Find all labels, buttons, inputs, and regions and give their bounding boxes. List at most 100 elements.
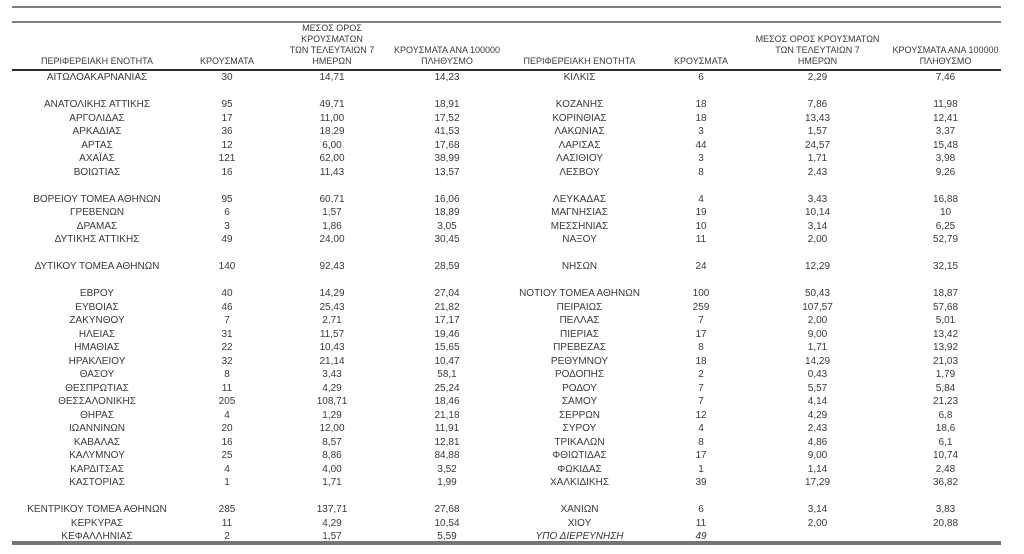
region-cell: ΚΙΛΚΙΣ (563, 72, 596, 83)
table-row: ΚΑΣΤΟΡΙΑΣ 1 1,71 1,99 ΧΑΛΚΙΔΙΚΗΣ 39 17,29 36,82 (12, 476, 1001, 490)
cases-cell: 4 (698, 193, 704, 205)
avg7day-cell: 1,86 (322, 220, 342, 232)
per100k-cell: 15,65 (434, 342, 460, 353)
region-cell (502, 179, 657, 193)
region-cell: ΚΑΣΤΟΡΙΑΣ (69, 477, 125, 488)
per100k-cell: 17,52 (434, 112, 460, 124)
col-header-per100k-left: ΚΡΟΥΣΜΑΤΑ ΑΝΑ 100000 ΠΛΗΘΥΣΜΟ (392, 23, 502, 71)
per100k-cell: 3,37 (935, 126, 956, 137)
avg7day-cell: 14,29 (804, 355, 831, 367)
per100k-cell: 84,88 (434, 450, 460, 461)
avg7day-cell (272, 179, 392, 193)
bottom-divider (12, 541, 1001, 545)
per100k-cell: 17,17 (434, 315, 460, 326)
per100k-cell: 14,23 (434, 72, 460, 83)
per100k-cell: 3,05 (437, 220, 457, 232)
table-row: ΚΕΦΑΛΛΗΝΙΑΣ 2 1,57 5,59 ΥΠΟ ΔΙΕΡΕΥΝΗΣΗ 49 (12, 530, 1001, 544)
per100k-cell: 18,91 (434, 99, 460, 110)
region-cell: ΚΕΡΚΥΡΑΣ (70, 517, 124, 529)
cases-cell (657, 85, 745, 99)
avg7day-cell (745, 274, 890, 288)
avg7day-cell: 9,00 (807, 328, 828, 340)
per100k-cell: 3,98 (935, 153, 956, 164)
cases-cell: 18 (695, 355, 707, 367)
table-row: ΚΑΡΔΙΤΣΑΣ 4 4,00 3,52 ΦΩΚΙΔΑΣ 1 1,14 2,48 (12, 463, 1001, 477)
per100k-cell: 57,68 (932, 301, 959, 313)
table-row: ΑΡΚΑΔΙΑΣ 36 18,29 41,53 ΛΑΚΩΝΙΑΣ 3 1,57 3,37 (12, 125, 1001, 139)
region-cell (502, 490, 657, 504)
region-cell: ΛΑΡΙΣΑΣ (558, 139, 601, 151)
cases-cell: 11 (221, 517, 233, 529)
cases-cell: 3 (224, 220, 230, 232)
cases-cell: 17 (695, 450, 707, 461)
region-cell: ΘΗΡΑΣ (80, 409, 114, 421)
per100k-cell (392, 247, 502, 261)
col-header-region-right: ΠΕΡΙΦΕΡΕΙΑΚΗ ΕΝΟΤΗΤΑ (502, 23, 657, 71)
region-cell: ΑΧΑΪΑΣ (79, 153, 115, 164)
per100k-cell: 1,99 (437, 477, 457, 488)
region-cell: ΚΟΡΙΝΘΙΑΣ (552, 112, 607, 124)
region-cell: ΠΕΙΡΑΙΩΣ (556, 301, 603, 313)
avg7day-cell: 4,00 (322, 463, 342, 475)
region-cell: ΝΑΞΟΥ (562, 234, 597, 245)
avg7day-cell: 1,57 (807, 126, 828, 137)
avg7day-cell: 24,00 (319, 234, 345, 245)
cases-cell: 39 (695, 477, 707, 488)
per100k-cell: 18,46 (434, 396, 460, 407)
region-cell: ΖΑΚΥΝΘΟΥ (69, 315, 125, 326)
region-cell (12, 85, 182, 99)
avg7day-cell: 1,71 (807, 153, 828, 164)
cases-cell (182, 274, 272, 288)
cases-cell: 7 (698, 396, 704, 407)
cases-cell: 1 (698, 463, 704, 475)
avg7day-cell: 11,43 (319, 166, 345, 178)
table-row: ΗΛΕΙΑΣ 31 11,57 19,46 ΠΙΕΡΙΑΣ 17 9,00 13,42 (12, 328, 1001, 342)
region-cell: ΗΛΕΙΑΣ (78, 328, 116, 340)
per100k-cell: 58,1 (437, 369, 457, 380)
per100k-cell (890, 274, 1001, 288)
avg7day-cell: 24,57 (804, 139, 831, 151)
region-cell: ΧΑΝΙΩΝ (560, 504, 599, 515)
region-cell: ΡΟΔΟΥ (562, 382, 597, 394)
region-cell: ΡΟΔΟΠΗΣ (554, 369, 605, 380)
cases-cell: 17 (695, 328, 707, 340)
region-cell (502, 85, 657, 99)
avg7day-cell: 10,43 (319, 342, 345, 353)
avg7day-cell: 62,00 (319, 153, 345, 164)
avg7day-cell (745, 490, 890, 504)
per100k-cell: 5,01 (935, 315, 956, 326)
per100k-cell (890, 179, 1001, 193)
region-cell: ΒΟΙΩΤΙΑΣ (73, 166, 121, 178)
region-cell: ΗΜΑΘΙΑΣ (74, 342, 120, 353)
avg7day-cell: 12,29 (804, 261, 831, 272)
region-cell: ΕΒΡΟΥ (79, 288, 115, 299)
region-cell: ΜΑΓΝΗΣΙΑΣ (551, 207, 608, 218)
table-row: ΒΟΙΩΤΙΑΣ 16 11,43 13,57 ΛΕΣΒΟΥ 8 2,43 9,26 (12, 166, 1001, 180)
avg7day-cell: 1,57 (322, 531, 342, 542)
avg7day-cell: 11,57 (319, 328, 345, 340)
avg7day-cell: 14,71 (319, 72, 345, 83)
per100k-cell: 21,03 (932, 355, 959, 367)
table-row: ΖΑΚΥΝΘΟΥ 7 2,71 17,17 ΠΕΛΛΑΣ 7 2,00 5,01 (12, 314, 1001, 328)
region-cell: ΙΩΑΝΝΙΝΩΝ (68, 423, 126, 434)
region-cell: ΑΙΤΩΛΟΑΚΑΡΝΑΝΙΑΣ (46, 72, 148, 83)
region-cell: ΘΕΣΣΑΛΟΝΙΚΗΣ (58, 396, 136, 407)
cases-cell: 8 (698, 166, 704, 178)
region-cell: ΓΡΕΒΕΝΩΝ (69, 207, 125, 218)
region-cell: ΦΩΚΙΔΑΣ (557, 463, 602, 475)
avg7day-cell: 2,29 (807, 72, 828, 83)
region-cell: ΣΑΜΟΥ (561, 396, 598, 407)
avg7day-cell: 14,29 (319, 288, 345, 299)
avg7day-cell: 21,14 (319, 355, 345, 367)
region-cell: ΘΕΣΠΡΩΤΙΑΣ (65, 382, 129, 394)
avg7day-cell (272, 247, 392, 261)
region-cell: ΜΕΣΣΗΝΙΑΣ (550, 220, 609, 232)
table-row: ΚΑΛΥΜΝΟΥ 25 8,86 84,88 ΦΘΙΩΤΙΔΑΣ 17 9,00 10,74 (12, 449, 1001, 463)
per100k-cell: 21,18 (434, 409, 460, 421)
table-row: ΗΜΑΘΙΑΣ 22 10,43 15,65 ΠΡΕΒΕΖΑΣ 8 1,71 13,92 (12, 341, 1001, 355)
per100k-cell: 9,26 (935, 166, 956, 178)
per100k-cell: 18,89 (434, 207, 460, 218)
avg7day-cell: 3,14 (807, 220, 828, 232)
per100k-cell: 1,79 (935, 369, 956, 380)
